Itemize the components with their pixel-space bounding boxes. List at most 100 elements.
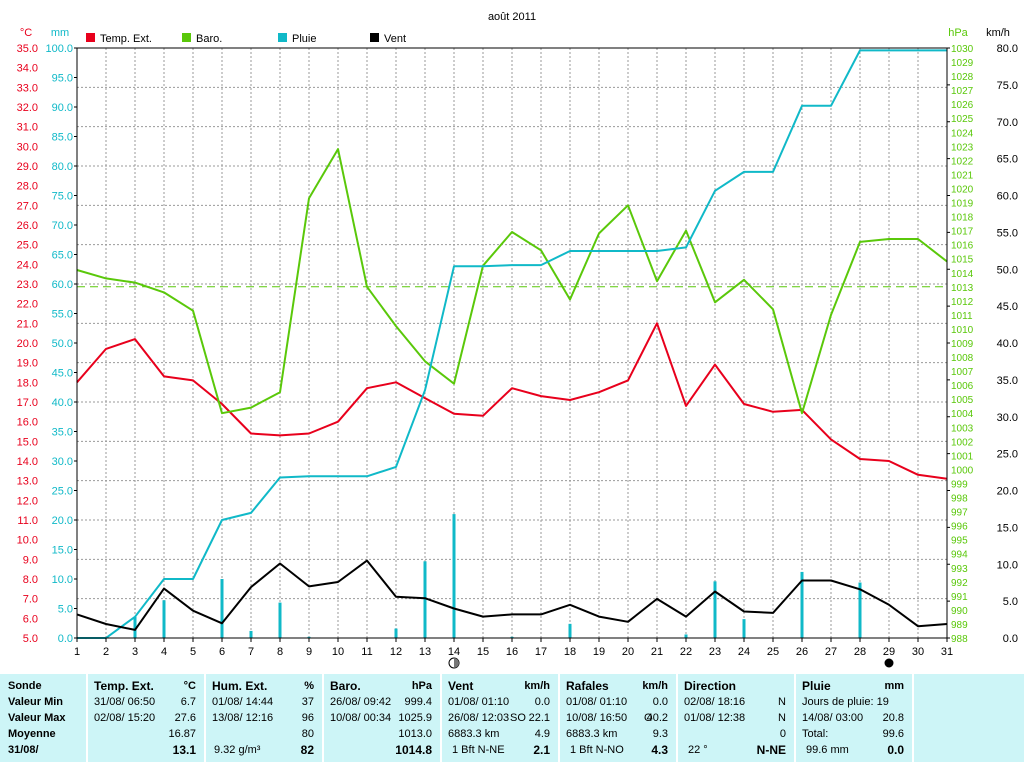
- chart-legend: Temp. Ext. Baro. Pluie Vent: [86, 33, 406, 45]
- series-line-4: [76, 559, 948, 631]
- tick-label-pressure: 993: [951, 564, 968, 575]
- tick-label-pressure: 1008: [951, 353, 974, 364]
- hum-min-date: 01/08/ 14:44: [212, 696, 274, 708]
- tick-label-rain: 60.0: [52, 279, 73, 291]
- tick-label-rain: 90.0: [52, 102, 73, 114]
- label-sonde: Sonde: [8, 680, 42, 692]
- pluie-max-date: 14/08/ 03:00: [802, 712, 864, 724]
- tick-label-rain: 35.0: [52, 427, 73, 439]
- moon-shade-icon: [454, 658, 459, 668]
- temp-moy: 16.87: [168, 728, 196, 740]
- label-moyenne: Moyenne: [8, 728, 56, 740]
- tick-label-wind: 50.0: [997, 264, 1018, 276]
- pluie-cur: 0.0: [887, 743, 904, 757]
- tick-label-wind: 65.0: [997, 154, 1018, 166]
- rain-bar-day-18: [568, 623, 572, 638]
- rafales-moy-dist: 6883.3 km: [566, 728, 618, 740]
- legend-label-1: Baro.: [196, 33, 222, 45]
- legend-swatch-1: [182, 33, 191, 42]
- tick-label-wind: 15.0: [997, 522, 1018, 534]
- tick-label-temperature: 19.0: [17, 358, 38, 370]
- vent-unit: km/h: [524, 680, 550, 692]
- tick-label-pressure: 1019: [951, 199, 974, 210]
- tick-label-wind: 30.0: [997, 412, 1018, 424]
- tick-label-temperature: 28.0: [17, 181, 38, 193]
- tick-label-rain: 95.0: [52, 73, 73, 85]
- tick-label-day: 1: [74, 646, 80, 658]
- vent-max-date: 26/08/ 12:03: [448, 712, 510, 724]
- tick-label-day: 10: [332, 646, 344, 658]
- tick-label-pressure: 1021: [951, 170, 974, 181]
- rain-bar-day-16: [510, 636, 514, 638]
- chart-title: août 2011: [488, 11, 536, 23]
- tick-label-temperature: 13.0: [17, 476, 38, 488]
- tick-label-temperature: 18.0: [17, 377, 38, 389]
- tick-label-pressure: 1022: [951, 156, 974, 167]
- tick-label-pressure: 1023: [951, 142, 974, 153]
- tick-label-rain: 30.0: [52, 456, 73, 468]
- tick-label-day: 26: [796, 646, 808, 658]
- tick-label-day: 3: [132, 646, 138, 658]
- direction-min-val: N: [778, 696, 786, 708]
- panel-vent: Vent km/h 01/08/ 01:10 0.0 26/08/ 12:03 SO 2…: [442, 674, 560, 762]
- hum-cur: 82: [300, 743, 314, 757]
- tick-label-rain: 75.0: [52, 191, 73, 203]
- tick-label-rain: 65.0: [52, 250, 73, 262]
- temp-cur: 13.1: [172, 743, 196, 757]
- axis-unit-pressure: hPa: [948, 27, 968, 39]
- rain-bar-day-13: [423, 561, 427, 638]
- tick-label-pressure: 989: [951, 620, 968, 631]
- tick-label-day: 14: [448, 646, 460, 658]
- tick-label-pressure: 994: [951, 550, 968, 561]
- chart-grid: [77, 48, 947, 638]
- tick-label-rain: 10.0: [52, 574, 73, 586]
- tick-label-day: 17: [535, 646, 547, 658]
- tick-label-pressure: 997: [951, 508, 968, 519]
- tick-label-pressure: 1005: [951, 395, 974, 406]
- tick-label-temperature: 25.0: [17, 240, 38, 252]
- rafales-unit: km/h: [642, 680, 668, 692]
- tick-label-temperature: 5.0: [23, 633, 38, 645]
- tick-label-pressure: 1025: [951, 114, 974, 125]
- vent-cur: 2.1: [533, 743, 550, 757]
- tick-label-temperature: 33.0: [17, 82, 38, 94]
- tick-label-pressure: 1001: [951, 451, 974, 462]
- hum-unit: %: [304, 680, 314, 692]
- rain-bar-day-12: [394, 628, 398, 638]
- tick-label-pressure: 1020: [951, 184, 974, 195]
- tick-label-pressure: 1002: [951, 437, 974, 448]
- rain-bar-day-26: [800, 571, 804, 638]
- axis-unit-rain: mm: [51, 27, 69, 39]
- pluie-unit: mm: [884, 680, 904, 692]
- tick-label-temperature: 23.0: [17, 279, 38, 291]
- legend-swatch-3: [370, 33, 379, 42]
- tick-label-temperature: 35.0: [17, 43, 38, 55]
- series-line-2: [77, 49, 947, 639]
- tick-label-pressure: 1027: [951, 86, 974, 97]
- tick-label-day: 7: [248, 646, 254, 658]
- tick-label-rain: 5.0: [58, 604, 73, 616]
- tick-label-day: 31: [941, 646, 953, 658]
- direction-moy: 0: [779, 728, 786, 740]
- tick-label-day: 21: [651, 646, 663, 658]
- tick-label-day: 13: [419, 646, 431, 658]
- tick-label-rain: 100.0: [45, 43, 73, 55]
- rafales-min-date: 01/08/ 01:10: [566, 696, 628, 708]
- new-moon-icon: [884, 658, 894, 668]
- tick-label-pressure: 1030: [951, 44, 974, 55]
- tick-label-day: 8: [277, 646, 283, 658]
- rain-bar-day-28: [858, 582, 862, 638]
- rain-bar-day-8: [278, 602, 282, 638]
- direction-max-val: N: [778, 712, 786, 724]
- panel-empty: [914, 674, 1024, 762]
- tick-label-temperature: 21.0: [17, 318, 38, 330]
- panel-temp: Temp. Ext. °C 31/08/ 06:50 6.7 02/08/ 15:2…: [88, 674, 206, 762]
- tick-label-rain: 45.0: [52, 368, 73, 380]
- temp-max-val: 27.6: [174, 712, 196, 724]
- tick-label-day: 18: [564, 646, 576, 658]
- tick-label-pressure: 992: [951, 578, 968, 589]
- vent-head: Vent: [448, 679, 474, 693]
- rain-bar-day-3: [133, 616, 137, 638]
- pluie-days: Jours de pluie: 19: [802, 696, 889, 708]
- tick-label-wind: 5.0: [1003, 596, 1018, 608]
